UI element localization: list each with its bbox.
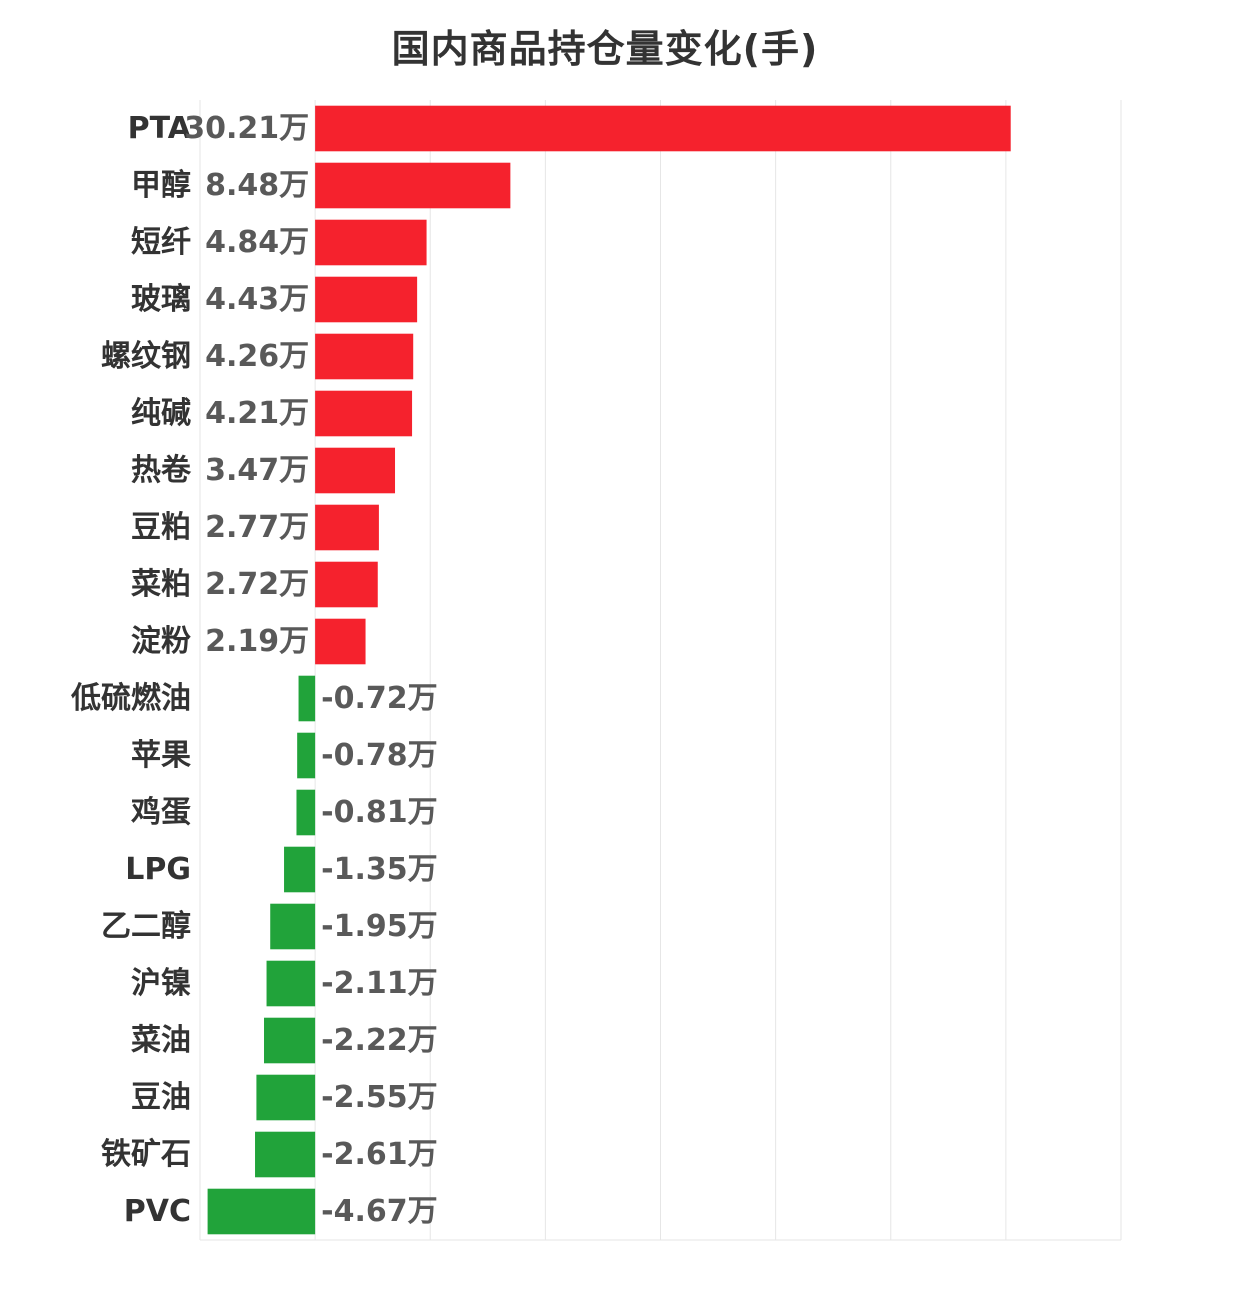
value-label: 4.21万 [205,396,309,431]
bar-18 [255,1131,316,1178]
value-label: 4.84万 [205,225,309,260]
category-label: 鸡蛋 [131,795,191,830]
bar-8 [315,561,378,608]
bars [207,105,1011,1235]
bar-15 [266,960,316,1007]
bar-17 [256,1074,316,1121]
category-label: 豆粕 [131,510,191,545]
category-label: 苹果 [131,738,191,773]
category-label: 铁矿石 [101,1137,191,1172]
category-label: 低硫燃油 [70,681,191,716]
value-label: 2.19万 [205,624,309,659]
bar-16 [264,1017,316,1064]
category-label: 沪镍 [131,966,191,1001]
category-label: 纯碱 [131,396,191,431]
chart-title: 国内商品持仓量变化(手) [391,27,819,71]
bar-11 [297,732,316,779]
value-label: -2.22万 [321,1023,437,1058]
category-label: 热卷 [131,453,192,488]
value-label: 8.48万 [205,168,309,203]
category-label: LPG [125,852,191,887]
category-label: PTA [128,111,192,146]
bar-19 [207,1188,316,1235]
value-label: -0.81万 [321,795,437,830]
category-label: 甲醇 [131,168,191,203]
bar-7 [315,504,379,551]
value-label: 4.26万 [205,339,309,374]
bar-13 [284,846,316,893]
value-label: -0.78万 [321,738,437,773]
category-label: 乙二醇 [101,909,191,944]
category-label: 短纤 [131,225,191,260]
category-label: 螺纹钢 [101,339,191,374]
bar-2 [315,219,427,266]
value-label: -1.35万 [321,852,437,887]
bar-5 [315,390,413,437]
category-label: 玻璃 [131,282,191,317]
bar-6 [315,447,396,494]
grid-lines [199,100,1122,1241]
bar-0 [315,105,1011,152]
value-label: 30.21万 [184,111,309,146]
value-label: -4.67万 [321,1194,437,1229]
bar-14 [270,903,316,950]
category-label: 菜粕 [131,567,191,602]
bar-3 [315,276,418,323]
value-label: 3.47万 [205,453,309,488]
bar-1 [315,162,511,209]
bar-4 [315,333,414,380]
category-label: 菜油 [131,1023,191,1058]
category-label: PVC [124,1194,191,1229]
bar-12 [296,789,316,836]
value-label: 2.72万 [205,567,309,602]
value-label: -0.72万 [321,681,437,716]
value-label: -1.95万 [321,909,437,944]
value-label: 2.77万 [205,510,309,545]
value-label: -2.11万 [321,966,437,1001]
value-label: -2.55万 [321,1080,437,1115]
category-label: 豆油 [131,1080,191,1115]
value-label: 4.43万 [205,282,309,317]
value-label: -2.61万 [321,1137,437,1172]
bar-9 [315,618,366,665]
category-label: 淀粉 [131,624,191,659]
bar-10 [298,675,316,722]
